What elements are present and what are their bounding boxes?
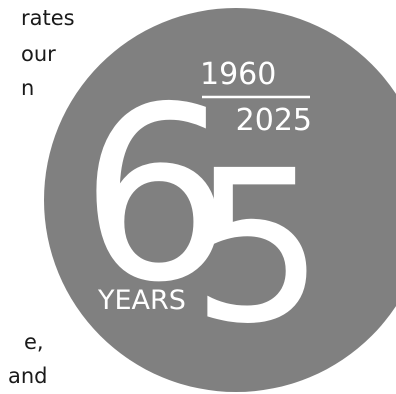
emblem-circle xyxy=(44,8,396,392)
text-fragment-5: and xyxy=(8,364,48,388)
text-fragment-2: our xyxy=(21,42,56,66)
numeral-six: 6 xyxy=(80,55,233,335)
years-label: YEARS xyxy=(97,285,186,316)
text-fragment-3: n xyxy=(21,76,35,100)
start-year: 1960 xyxy=(200,57,276,92)
end-year: 2025 xyxy=(236,103,312,138)
numeral-five: 5 xyxy=(191,125,325,370)
text-fragment-1: rates xyxy=(21,6,75,30)
text-fragment-4: e, xyxy=(24,330,44,354)
